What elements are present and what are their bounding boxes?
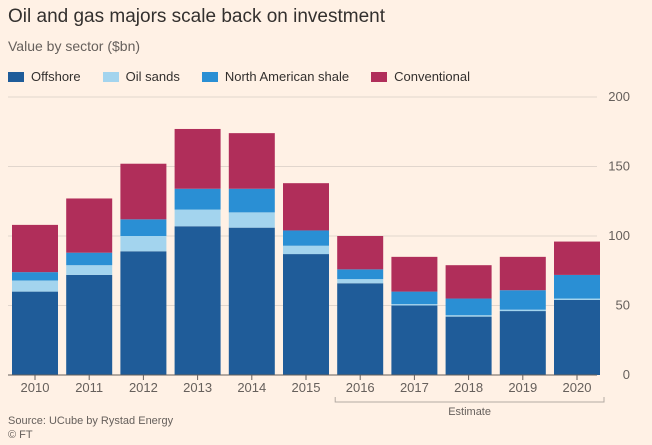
bar-north-american-shale-2018: [445, 298, 492, 316]
x-tick-label: 2011: [75, 380, 103, 395]
bar-conventional-2017: [391, 256, 438, 292]
legend-label-north-american-shale: North American shale: [224, 69, 350, 84]
bar-conventional-2018: [445, 265, 492, 299]
legend-swatch-north-american-shale: [201, 71, 218, 82]
legend-swatch-conventional: [371, 71, 388, 82]
bar-north-american-shale-2017: [391, 291, 438, 305]
bar-oil-sands-2017: [391, 304, 438, 306]
legend: Offshore Oil sands North American shale …: [8, 69, 492, 84]
bar-oil-sands-2020: [554, 298, 600, 300]
y-tick-label: 150: [608, 159, 630, 174]
bar-offshore-2016: [337, 283, 384, 375]
bar-conventional-2013: [174, 128, 221, 189]
bar-conventional-2016: [337, 236, 384, 270]
legend-item-conventional: Conventional: [371, 69, 470, 84]
bar-offshore-2014: [228, 227, 275, 375]
bar-conventional-2015: [283, 183, 329, 231]
bar-oil-sands-2018: [445, 315, 492, 317]
chart-title: Oil and gas majors scale back on investm…: [8, 6, 386, 27]
bar-oil-sands-2019: [499, 309, 546, 312]
legend-item-north-american-shale: North American shale: [201, 69, 350, 84]
x-tick-label: 2013: [183, 380, 212, 395]
bar-offshore-2015: [283, 254, 329, 375]
bar-offshore-2019: [499, 311, 546, 375]
bar-offshore-2018: [445, 316, 492, 375]
bar-north-american-shale-2020: [554, 274, 600, 299]
ft-credit: © FT: [8, 429, 33, 441]
legend-label-conventional: Conventional: [394, 69, 470, 84]
bars: [12, 128, 600, 375]
bar-offshore-2012: [120, 251, 167, 375]
bar-oil-sands-2014: [228, 212, 275, 228]
bar-north-american-shale-2010: [12, 272, 58, 281]
x-tick-label: 2018: [454, 380, 483, 395]
bar-oil-sands-2015: [283, 245, 329, 255]
axes: 0 50 100 150 200 2010 2011 2012 2013 2014 2015 2016…: [8, 89, 630, 418]
y-tick-label: 50: [616, 298, 630, 313]
y-tick-label: 200: [608, 89, 630, 104]
legend-swatch-offshore: [8, 71, 24, 82]
bar-oil-sands-2011: [66, 265, 113, 275]
source-note: Source: UCube by Rystad Energy: [8, 415, 174, 427]
x-tick-label: 2012: [129, 380, 158, 395]
bar-north-american-shale-2015: [283, 230, 329, 246]
bar-conventional-2014: [228, 133, 275, 189]
bar-offshore-2011: [66, 274, 113, 375]
bar-north-american-shale-2013: [174, 188, 221, 210]
bar-conventional-2019: [499, 256, 546, 291]
bar-conventional-2011: [66, 198, 113, 253]
bar-north-american-shale-2019: [499, 290, 546, 310]
legend-swatch-oil-sands: [102, 71, 119, 82]
bar-offshore-2013: [174, 226, 221, 375]
bar-conventional-2012: [120, 163, 167, 220]
footer: Source: UCube by Rystad Energy © FT: [8, 414, 173, 442]
estimate-bracket: [334, 397, 605, 403]
y-tick-label: 0: [623, 367, 630, 382]
bar-north-american-shale-2011: [66, 252, 113, 266]
x-tick-label: 2010: [21, 380, 50, 395]
y-tick-label: 100: [608, 228, 630, 243]
bar-oil-sands-2010: [12, 280, 58, 292]
bar-oil-sands-2016: [337, 279, 384, 284]
bar-offshore-2020: [554, 299, 600, 375]
x-tick-label: 2015: [292, 380, 321, 395]
x-tick-label: 2014: [237, 380, 266, 395]
chart-subtitle: Value by sector ($bn): [8, 38, 141, 54]
bar-north-american-shale-2014: [228, 188, 275, 213]
bar-oil-sands-2012: [120, 236, 167, 252]
legend-item-offshore: Offshore: [8, 69, 81, 84]
bar-north-american-shale-2016: [337, 269, 384, 280]
x-tick-label: 2019: [508, 380, 537, 395]
legend-label-oil-sands: Oil sands: [125, 69, 180, 84]
bar-offshore-2010: [12, 291, 58, 375]
x-tick-label: 2016: [346, 380, 375, 395]
legend-label-offshore: Offshore: [31, 69, 81, 84]
bar-north-american-shale-2012: [120, 219, 167, 236]
estimate-label: Estimate: [448, 406, 491, 418]
bar-offshore-2017: [391, 305, 438, 375]
x-tick-label: 2020: [563, 380, 592, 395]
legend-item-oil-sands: Oil sands: [102, 69, 180, 84]
bar-oil-sands-2013: [174, 209, 221, 227]
x-tick-label: 2017: [400, 380, 429, 395]
bar-conventional-2010: [12, 224, 58, 273]
bar-conventional-2020: [554, 241, 600, 275]
